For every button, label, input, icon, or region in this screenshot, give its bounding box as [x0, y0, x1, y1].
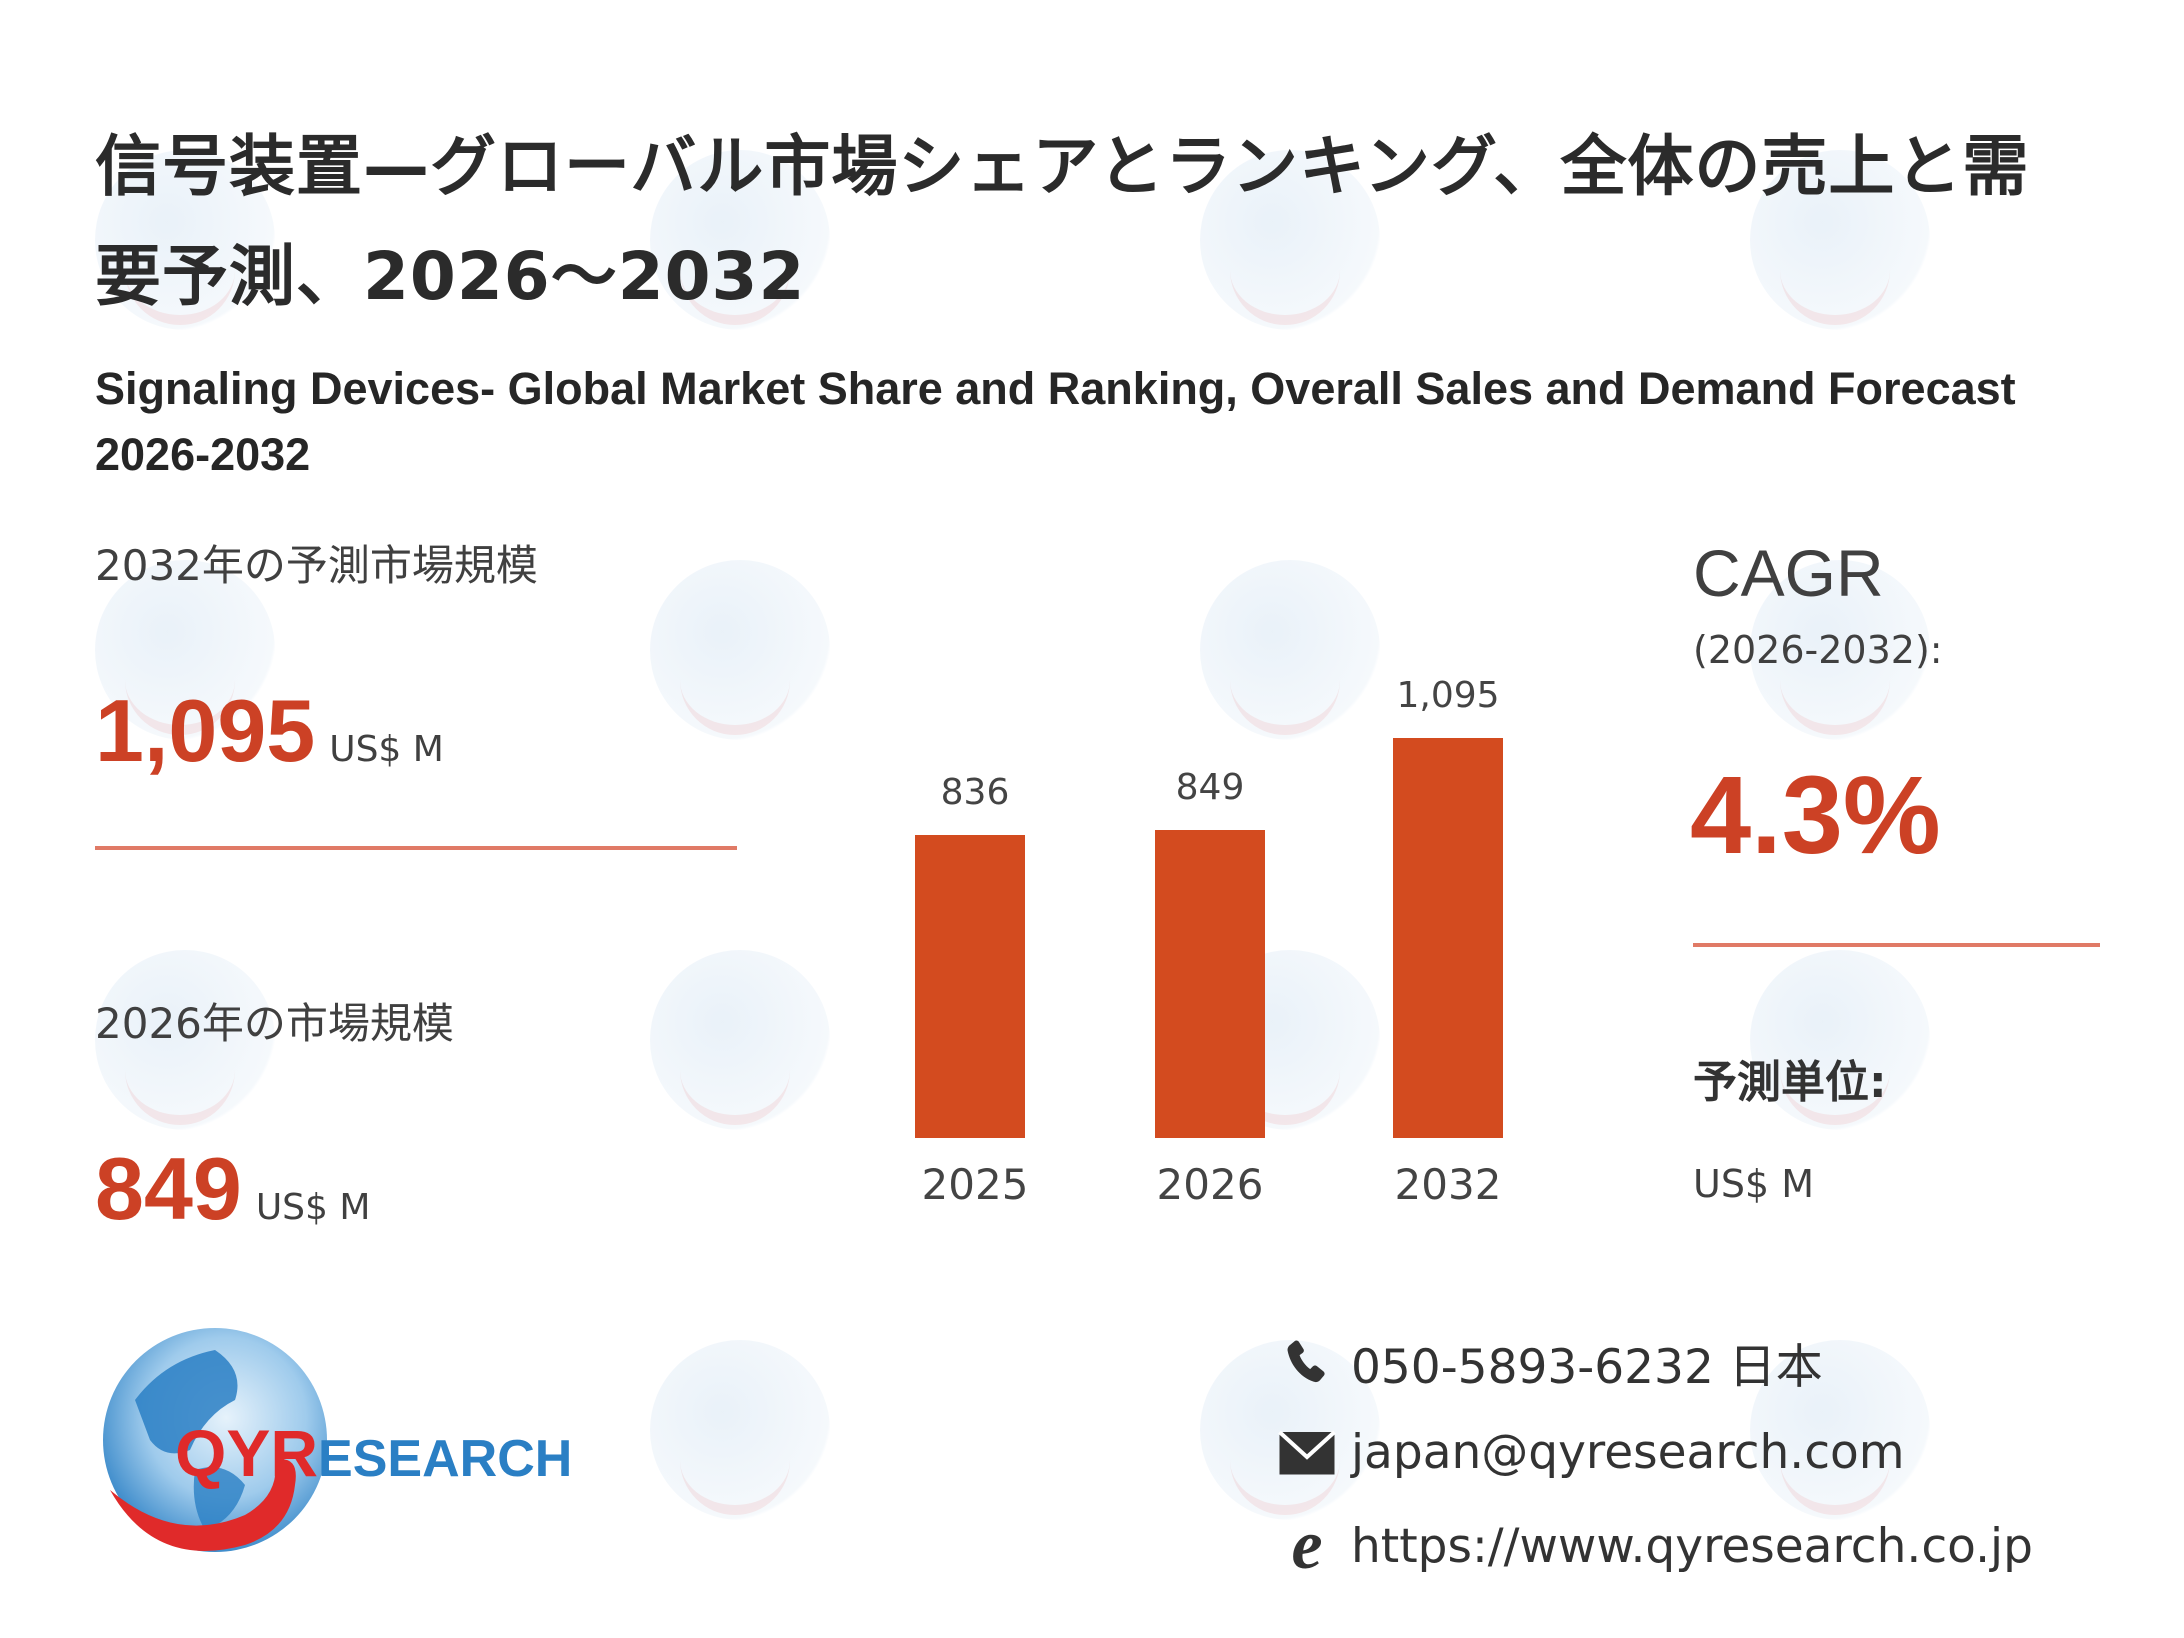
watermark-globe-icon	[650, 560, 830, 740]
left-divider	[95, 846, 737, 850]
qyresearch-logo: QYRESEARCH	[95, 1320, 615, 1570]
bar-value-label: 836	[940, 772, 1010, 813]
current-size-unit: US$ M	[255, 1187, 371, 1228]
watermark-globe-icon	[1200, 560, 1380, 740]
bar-value-label: 1,095	[1396, 675, 1500, 716]
bar-2025	[915, 835, 1025, 1138]
forecast-unit-value: US$ M	[1693, 1162, 1814, 1206]
forecast-size-value: 1,095	[95, 681, 316, 780]
logo-text-qy: QY	[175, 1416, 271, 1490]
contact-phone-text: 050-5893-6232 日本	[1351, 1340, 1823, 1395]
contact-phone: 050-5893-6232 日本	[1275, 1328, 1823, 1397]
contact-web[interactable]: e https://www.qyresearch.co.jp	[1275, 1507, 2033, 1584]
cagr-period: (2026-2032):	[1693, 628, 1943, 672]
page-title-jp: 信号装置—グローバル市場シェアとランキング、全体の売上と需要予測、2026～20…	[95, 128, 2030, 315]
bar-category-label: 2032	[1394, 1160, 1502, 1209]
forecast-size-label: 2032年の予測市場規模	[95, 541, 538, 590]
bar-2026	[1155, 830, 1265, 1138]
bar-category-label: 2026	[1156, 1160, 1264, 1209]
contact-web-text[interactable]: https://www.qyresearch.co.jp	[1351, 1518, 2033, 1574]
forecast-unit-title: 予測単位:	[1693, 1057, 1887, 1108]
logo-text: QYRESEARCH	[175, 1415, 572, 1491]
web-icon: e	[1291, 1507, 1323, 1584]
cagr-value: 4.3%	[1690, 754, 1941, 877]
logo-text-r: R	[270, 1416, 319, 1490]
bar-2032	[1393, 738, 1503, 1138]
page-title-en: Signaling Devices- Global Market Share a…	[95, 363, 2016, 480]
globe-logo-icon	[103, 1328, 327, 1552]
bar-value-label: 849	[1175, 767, 1245, 808]
contact-email[interactable]: japan@qyresearch.com	[1275, 1420, 1905, 1484]
bar-category-label: 2025	[921, 1160, 1029, 1209]
current-size-label: 2026年の市場規模	[95, 999, 454, 1048]
forecast-size-unit: US$ M	[329, 729, 444, 770]
mail-icon	[1275, 1420, 1339, 1484]
watermark-globe-icon	[650, 1340, 830, 1520]
contact-email-text[interactable]: japan@qyresearch.com	[1351, 1424, 1905, 1480]
logo-text-rest: ESEARCH	[318, 1430, 573, 1488]
current-size-value: 849	[95, 1139, 242, 1238]
cagr-title: CAGR	[1693, 536, 1884, 610]
right-divider	[1693, 943, 2100, 947]
forecast-size-value-group: 1,095 US$ M	[95, 680, 444, 782]
watermark-globe-icon	[650, 950, 830, 1130]
current-size-value-group: 849 US$ M	[95, 1138, 370, 1240]
phone-icon	[1275, 1331, 1339, 1395]
